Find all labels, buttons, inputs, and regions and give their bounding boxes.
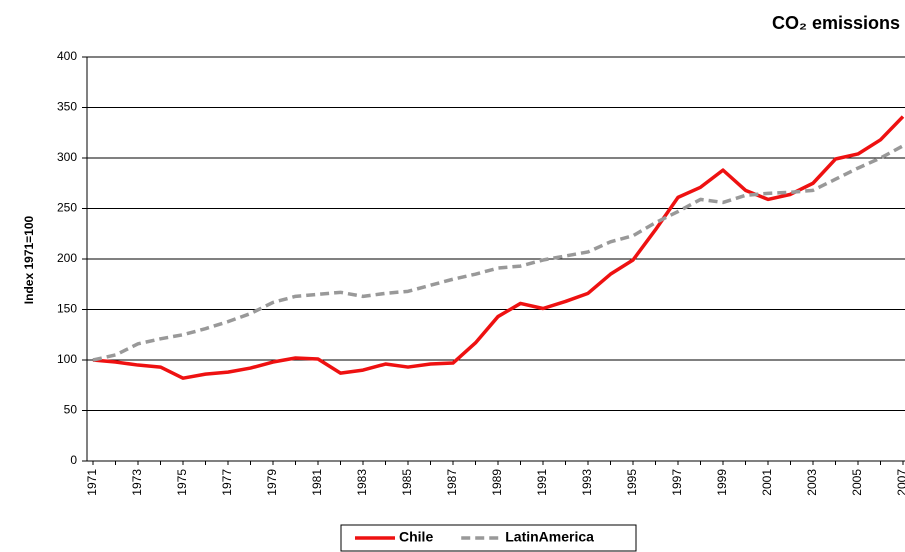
y-tick-label: 200 bbox=[57, 251, 77, 265]
x-tick-label: 1975 bbox=[175, 469, 189, 496]
x-tick-label: 1999 bbox=[715, 469, 729, 496]
x-tick-label: 1989 bbox=[490, 469, 504, 496]
x-tick-label: 1997 bbox=[670, 469, 684, 496]
y-axis-label: Index 1971=100 bbox=[22, 215, 36, 304]
x-tick-label: 1995 bbox=[625, 469, 639, 496]
x-tick-label: 2005 bbox=[850, 469, 864, 496]
x-tick-label: 1979 bbox=[265, 469, 279, 496]
x-tick-label: 1993 bbox=[580, 469, 594, 496]
x-tick-label: 1981 bbox=[310, 469, 324, 496]
x-tick-label: 1977 bbox=[220, 469, 234, 496]
legend-label: Chile bbox=[399, 529, 433, 545]
x-tick-label: 1987 bbox=[445, 469, 459, 496]
y-tick-label: 300 bbox=[57, 150, 77, 164]
chart-title: CO₂ emissions bbox=[772, 13, 900, 33]
y-tick-label: 350 bbox=[57, 100, 77, 114]
x-tick-label: 2001 bbox=[760, 469, 774, 496]
series-line bbox=[92, 144, 904, 362]
x-tick-label: 1983 bbox=[355, 469, 369, 496]
y-tick-label: 400 bbox=[57, 49, 77, 63]
x-tick-label: 2007 bbox=[895, 469, 905, 496]
y-tick-label: 250 bbox=[57, 201, 77, 215]
y-tick-label: 150 bbox=[57, 302, 77, 316]
x-tick-label: 1991 bbox=[535, 469, 549, 496]
y-tick-label: 0 bbox=[70, 453, 77, 467]
x-tick-label: 1971 bbox=[85, 469, 99, 496]
legend-label: LatinAmerica bbox=[505, 529, 594, 545]
y-tick-label: 50 bbox=[64, 403, 78, 417]
series-line bbox=[92, 115, 905, 380]
x-tick-label: 1985 bbox=[400, 469, 414, 496]
y-tick-label: 100 bbox=[57, 352, 77, 366]
x-tick-label: 1973 bbox=[130, 469, 144, 496]
x-tick-label: 2003 bbox=[805, 469, 819, 496]
